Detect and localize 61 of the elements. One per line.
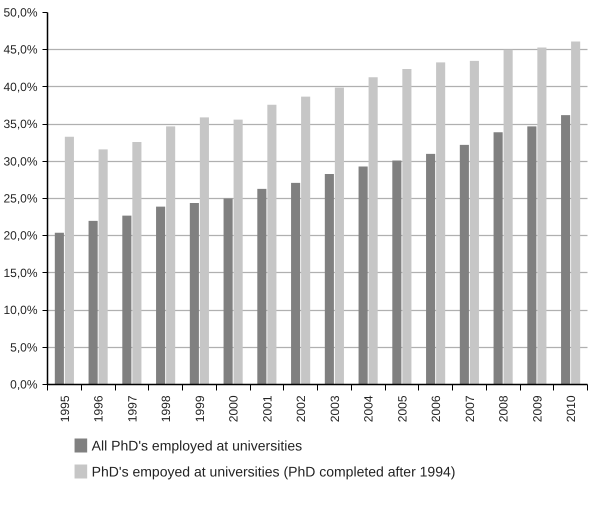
bar [368, 77, 378, 384]
y-tick-label: 15,0% [3, 266, 38, 280]
bar [571, 42, 580, 384]
bar [156, 206, 166, 384]
bar [267, 104, 276, 384]
x-tick-label: 2002 [294, 395, 308, 422]
bar [470, 60, 479, 384]
bar [504, 50, 513, 384]
x-tick-label: 2009 [530, 395, 544, 422]
x-tick-label: 2005 [395, 395, 410, 422]
y-tick-label: 0,0% [10, 378, 38, 392]
bar [88, 220, 98, 384]
legend-label: PhD's empoyed at universities (PhD completed after 1994) [92, 464, 456, 480]
y-tick-label: 35,0% [3, 117, 38, 132]
bar [561, 115, 570, 384]
bar [436, 62, 446, 384]
bar [190, 202, 199, 384]
bar [224, 198, 233, 384]
bar [460, 144, 469, 384]
legend-label: All PhD's employed at universities [92, 438, 302, 454]
bar [324, 174, 334, 384]
y-tick-label: 20,0% [3, 228, 38, 243]
x-tick-label: 2008 [496, 395, 511, 422]
y-tick-label: 30,0% [3, 154, 38, 168]
x-tick-label: 1998 [159, 395, 174, 422]
x-tick-label: 1997 [125, 395, 140, 422]
x-tick-label: 2010 [564, 395, 578, 422]
x-tick-label: 2007 [462, 395, 477, 422]
y-tick-label: 25,0% [3, 192, 38, 206]
bar [527, 126, 536, 384]
bar [402, 69, 412, 384]
x-tick-label: 1996 [92, 395, 106, 422]
x-tick-label: 1995 [58, 395, 72, 422]
x-tick-label: 2001 [260, 395, 274, 422]
bar [234, 120, 243, 384]
bar [200, 117, 209, 384]
bar [494, 132, 503, 384]
x-tick-label: 1999 [192, 395, 207, 422]
bar [166, 126, 176, 384]
bar [358, 166, 368, 384]
x-tick-label: 2004 [362, 395, 376, 422]
x-tick-label: 2003 [328, 395, 342, 422]
bar [98, 149, 108, 384]
bar [132, 142, 142, 384]
y-tick-label: 10,0% [3, 303, 38, 318]
bar [426, 154, 436, 384]
y-tick-label: 40,0% [3, 80, 38, 94]
bar [291, 182, 300, 384]
bar [54, 232, 64, 384]
x-tick-label: 2000 [226, 395, 241, 422]
y-tick-label: 50,0% [3, 6, 38, 20]
bar [257, 188, 266, 384]
x-tick-label: 2006 [429, 395, 444, 422]
bar [537, 47, 546, 384]
bar [122, 216, 132, 384]
y-tick-label: 5,0% [10, 340, 38, 354]
bar [301, 96, 310, 384]
bar [64, 136, 74, 384]
y-tick-label: 45,0% [3, 42, 38, 57]
bar [334, 88, 344, 384]
bar [392, 160, 402, 384]
